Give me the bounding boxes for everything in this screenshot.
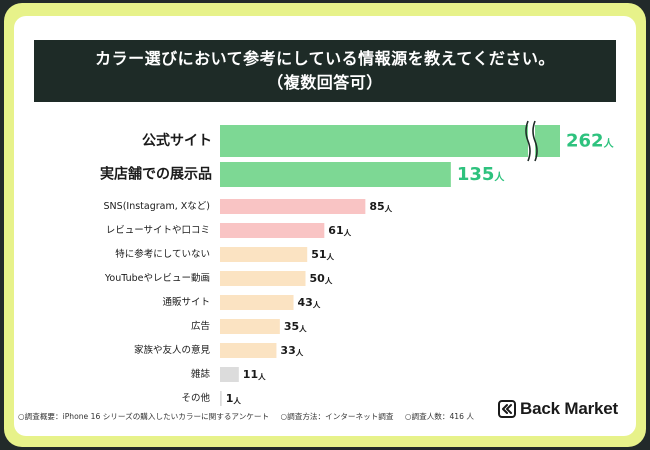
value-unit-2: 人 <box>385 204 393 213</box>
bar-0 <box>220 125 560 157</box>
value-unit-5: 人 <box>325 276 333 285</box>
value-label-5: 50人 <box>310 272 333 285</box>
category-label-5: YouTubeやレビュー動画 <box>104 273 210 284</box>
bar-8 <box>220 343 277 358</box>
bar-break-mark-right <box>532 120 538 162</box>
chart-title: カラー選びにおいて参考にしている情報源を教えてください。 （複数回答可） <box>34 40 616 102</box>
bar-10 <box>220 391 222 406</box>
category-label-10: その他 <box>181 392 210 404</box>
bar-6 <box>220 295 294 310</box>
value-unit-0: 人 <box>604 137 615 150</box>
category-label-3: レビューサイトや口コミ <box>106 225 210 236</box>
value-unit-1: 人 <box>494 170 505 183</box>
bar-1 <box>220 162 451 187</box>
category-label-1: 実店舗での展示品 <box>100 166 212 183</box>
survey-count-note: ○調査人数：416 人 <box>404 412 474 421</box>
category-label-4: 特に参考にしていない <box>115 248 210 260</box>
bar-9 <box>220 367 239 382</box>
category-label-9: 雑誌 <box>191 368 211 380</box>
back-market-logo-icon <box>498 400 516 418</box>
bar-break-gap <box>528 121 535 161</box>
value-unit-6: 人 <box>313 300 321 309</box>
category-label-8: 家族や友人の意見 <box>134 344 211 356</box>
value-label-3: 61人 <box>328 224 351 237</box>
value-unit-4: 人 <box>327 252 335 261</box>
bar-break-mark-left <box>525 120 531 162</box>
value-label-1: 135人 <box>457 164 506 185</box>
category-label-7: 広告 <box>191 320 210 332</box>
category-label-6: 通販サイト <box>162 296 210 308</box>
bar-2 <box>220 199 366 214</box>
value-label-8: 33人 <box>280 344 303 357</box>
value-unit-7: 人 <box>299 324 307 333</box>
bar-3 <box>220 223 325 238</box>
survey-summary-note: ○調査概要：iPhone 16 シリーズの購入したいカラーに関するアンケート <box>18 412 270 421</box>
title-line-2: （複数回答可） <box>267 73 383 92</box>
category-label-0: 公式サイト <box>142 132 212 149</box>
value-label-7: 35人 <box>284 320 307 333</box>
title-line-1: カラー選びにおいて参考にしている情報源を教えてください。 <box>95 49 555 68</box>
value-unit-9: 人 <box>258 372 266 381</box>
bar-4 <box>220 247 308 262</box>
category-label-2: SNS(Instagram, Xなど) <box>104 201 210 212</box>
value-label-10: 1人 <box>226 392 242 405</box>
value-label-4: 51人 <box>311 248 334 261</box>
brand-logo: Back Market <box>498 398 618 420</box>
brand-name: Back Market <box>520 399 618 418</box>
value-label-2: 85人 <box>369 200 392 213</box>
value-label-9: 11人 <box>243 368 266 381</box>
value-unit-8: 人 <box>296 348 304 357</box>
value-unit-3: 人 <box>344 228 352 237</box>
survey-method-note: ○調査方法：インターネット調査 <box>280 412 394 421</box>
value-label-0: 262人 <box>566 131 615 152</box>
bar-5 <box>220 271 306 286</box>
value-label-6: 43人 <box>298 296 321 309</box>
survey-notes: ○調査概要：iPhone 16 シリーズの購入したいカラーに関するアンケート ○… <box>18 411 498 422</box>
bar-7 <box>220 319 280 334</box>
value-unit-10: 人 <box>233 396 241 405</box>
